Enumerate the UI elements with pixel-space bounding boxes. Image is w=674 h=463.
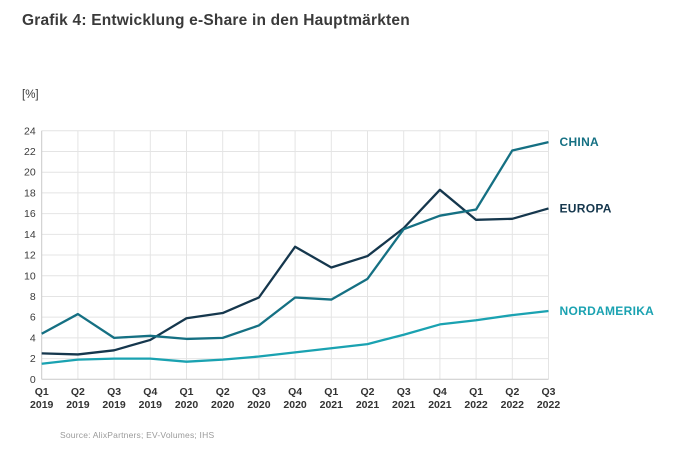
- x-tick-year: 2020: [283, 399, 307, 411]
- x-tick-label: Q2 2019: [66, 386, 90, 411]
- y-tick-label: 18: [24, 187, 36, 199]
- x-tick-year: 2019: [30, 399, 54, 411]
- x-tick-label: Q3 2022: [537, 386, 561, 411]
- y-tick-label: 24: [24, 125, 36, 137]
- x-tick-label: Q4 2019: [139, 386, 163, 411]
- x-tick-quarter: Q1: [179, 386, 193, 398]
- x-tick-year: 2020: [247, 399, 271, 411]
- x-tick-label: Q4 2021: [428, 386, 452, 411]
- x-tick-year: 2022: [464, 399, 488, 411]
- x-tick-label: Q1 2021: [320, 386, 344, 411]
- x-tick-year: 2019: [66, 399, 90, 411]
- y-axis-unit-label: [%]: [22, 89, 39, 101]
- x-tick-label: Q3 2020: [247, 386, 271, 411]
- chart-title: Grafik 4: Entwicklung e-Share in den Hau…: [22, 12, 410, 29]
- x-tick-quarter: Q2: [360, 386, 374, 398]
- x-tick-quarter: Q3: [397, 386, 411, 398]
- y-tick-label: 14: [24, 229, 36, 241]
- x-tick-label: Q3 2019: [102, 386, 126, 411]
- x-tick-year: 2021: [320, 399, 344, 411]
- x-tick-year: 2021: [392, 399, 416, 411]
- x-tick-quarter: Q3: [107, 386, 121, 398]
- x-tick-label: Q2 2022: [501, 386, 525, 411]
- x-tick-quarter: Q3: [541, 386, 555, 398]
- y-tick-label: 22: [24, 146, 36, 158]
- x-tick-quarter: Q4: [143, 386, 157, 398]
- x-tick-label: Q1 2019: [30, 386, 54, 411]
- x-tick-quarter: Q2: [216, 386, 230, 398]
- x-tick-quarter: Q1: [35, 386, 49, 398]
- y-tick-label: 4: [30, 332, 36, 344]
- x-tick-quarter: Q4: [288, 386, 302, 398]
- x-tick-year: 2019: [102, 399, 126, 411]
- x-tick-label: Q2 2021: [356, 386, 380, 411]
- series-line-europa: [41, 188, 549, 356]
- y-tick-label: 8: [30, 291, 36, 303]
- x-tick-label: Q1 2020: [175, 386, 199, 411]
- y-tick-label: 10: [24, 270, 36, 282]
- x-tick-year: 2022: [501, 399, 525, 411]
- x-tick-label: Q4 2020: [283, 386, 307, 411]
- y-tick-label: 16: [24, 208, 36, 220]
- legend-label-europa: EUROPA: [560, 201, 612, 215]
- series-line-nordamerika: [41, 309, 549, 365]
- y-tick-label: 20: [24, 167, 36, 179]
- x-tick-quarter: Q4: [433, 386, 447, 398]
- x-tick-label: Q3 2021: [392, 386, 416, 411]
- x-tick-quarter: Q1: [324, 386, 338, 398]
- x-tick-year: 2021: [428, 399, 452, 411]
- legend-label-nordamerika: NORDAMERIKA: [560, 304, 655, 318]
- y-tick-label: 12: [24, 250, 36, 262]
- x-tick-quarter: Q2: [505, 386, 519, 398]
- x-tick-quarter: Q3: [252, 386, 266, 398]
- y-tick-label: 6: [30, 312, 36, 324]
- x-tick-year: 2019: [139, 399, 163, 411]
- y-tick-label: 0: [30, 374, 36, 386]
- series-line-china: [41, 141, 549, 341]
- x-tick-year: 2020: [175, 399, 199, 411]
- x-tick-quarter: Q1: [469, 386, 483, 398]
- y-tick-label: 2: [30, 353, 36, 365]
- x-tick-quarter: Q2: [71, 386, 85, 398]
- legend-label-china: CHINA: [560, 135, 600, 149]
- x-tick-year: 2022: [537, 399, 561, 411]
- x-tick-label: Q2 2020: [211, 386, 235, 411]
- x-tick-year: 2021: [356, 399, 380, 411]
- source-note: Source: AlixPartners; EV-Volumes; IHS: [60, 430, 215, 440]
- x-tick-label: Q1 2022: [464, 386, 488, 411]
- x-tick-year: 2020: [211, 399, 235, 411]
